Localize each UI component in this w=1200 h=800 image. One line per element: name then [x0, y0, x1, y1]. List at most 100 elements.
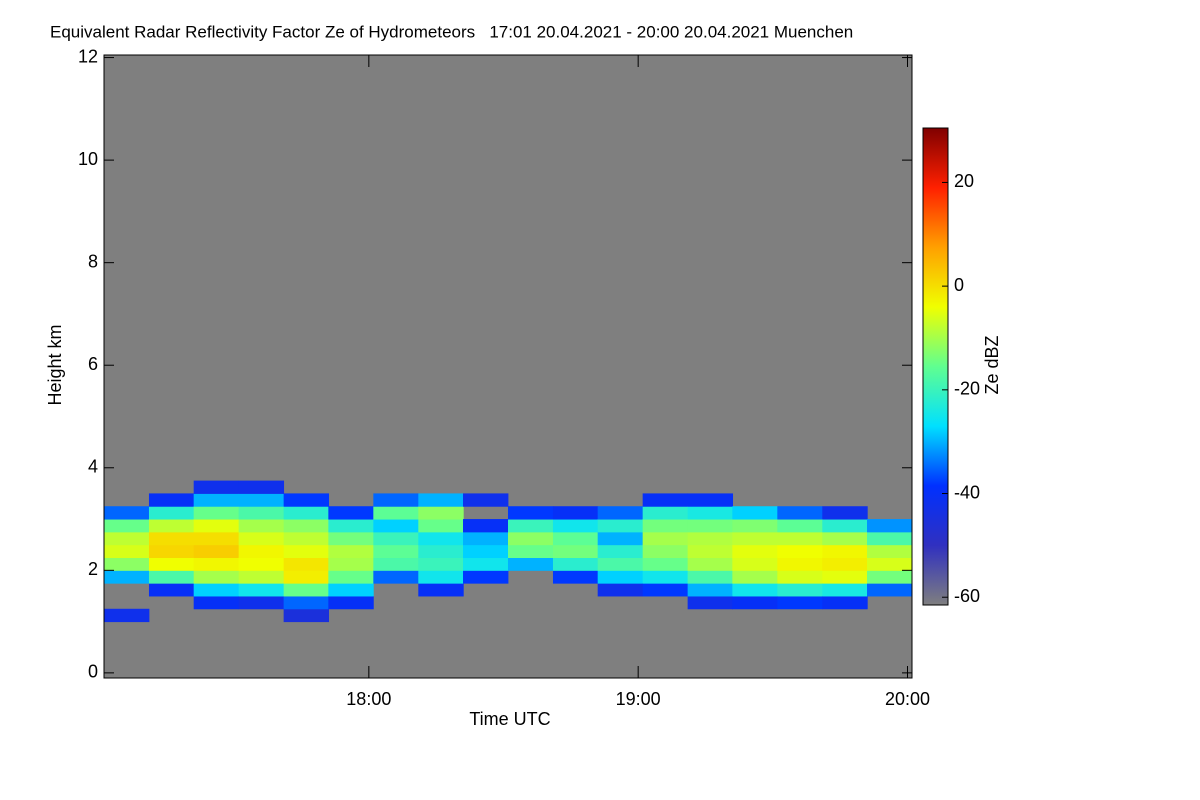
- colorbar-tick-label: 0: [954, 275, 964, 295]
- heatmap-cell: [463, 557, 509, 571]
- heatmap-cell: [193, 531, 240, 546]
- heatmap-cell: [283, 570, 330, 584]
- heatmap-cell: [283, 595, 330, 610]
- heatmap-cell: [328, 557, 374, 571]
- heatmap-cell: [777, 519, 823, 533]
- heatmap-cell: [507, 544, 554, 559]
- heatmap-cell: [328, 531, 374, 546]
- heatmap-cell: [687, 519, 734, 533]
- chart-title: Equivalent Radar Reflectivity Factor Ze …: [50, 22, 853, 41]
- y-tick-label: 6: [88, 354, 98, 374]
- heatmap-cell: [687, 493, 734, 507]
- heatmap-cell: [732, 544, 778, 559]
- heatmap-cell: [418, 531, 464, 546]
- heatmap-cell: [732, 583, 778, 597]
- colorbar-tick-label: -60: [954, 586, 980, 606]
- heatmap-cell: [867, 583, 913, 597]
- heatmap-cell: [373, 493, 419, 507]
- heatmap-cell: [328, 519, 374, 533]
- heatmap-cell: [822, 583, 868, 597]
- heatmap-cell: [867, 570, 913, 584]
- heatmap-cell: [777, 544, 823, 559]
- y-tick-label: 10: [78, 149, 98, 169]
- heatmap-cell: [732, 519, 778, 533]
- heatmap-cell: [777, 570, 823, 584]
- heatmap-cell: [822, 519, 868, 533]
- heatmap-cell: [238, 480, 285, 494]
- heatmap-cell: [687, 583, 734, 597]
- heatmap-cell: [642, 544, 689, 559]
- heatmap-cell: [642, 519, 689, 533]
- heatmap-cell: [193, 583, 240, 597]
- heatmap-cell: [822, 570, 868, 584]
- heatmap-cell: [103, 531, 150, 546]
- heatmap-cell: [193, 493, 240, 507]
- heatmap-cell: [103, 544, 150, 559]
- heatmap-cell: [867, 557, 913, 571]
- x-axis-label: Time UTC: [469, 709, 550, 729]
- heatmap-cell: [597, 519, 644, 533]
- heatmap-cell: [687, 544, 734, 559]
- heatmap-cell: [148, 557, 195, 571]
- heatmap-cell: [283, 583, 330, 597]
- plot-frame: [103, 54, 913, 679]
- colorbar-tick-label: -40: [954, 482, 980, 502]
- heatmap-cell: [328, 570, 374, 584]
- heatmap-cell: [418, 506, 464, 520]
- y-axis-label: Height km: [45, 324, 65, 405]
- heatmap-cell: [193, 480, 240, 494]
- heatmap-cell: [552, 506, 599, 520]
- heatmap-cell: [552, 557, 599, 571]
- heatmap-cell: [463, 570, 509, 584]
- heatmap-cell: [148, 544, 195, 559]
- heatmap-cell: [328, 595, 374, 610]
- heatmap-cell: [283, 531, 330, 546]
- heatmap-cell: [328, 583, 374, 597]
- heatmap-cell: [238, 531, 285, 546]
- heatmap-cell: [103, 557, 150, 571]
- heatmap-cell: [418, 493, 464, 507]
- heatmap-cell: [193, 557, 240, 571]
- heatmap-cell: [687, 557, 734, 571]
- heatmap-cell: [238, 506, 285, 520]
- heatmap-cell: [193, 519, 240, 533]
- colorbar-tick-label: 20: [954, 171, 974, 191]
- heatmap-cell: [418, 557, 464, 571]
- heatmap-cell: [238, 544, 285, 559]
- x-tick-label: 18:00: [346, 689, 391, 709]
- heatmap-cell: [148, 531, 195, 546]
- y-tick-label: 12: [78, 46, 98, 66]
- heatmap-cell: [732, 531, 778, 546]
- heatmap-cell: [687, 595, 734, 610]
- heatmap-cell: [238, 570, 285, 584]
- heatmap-cell: [463, 531, 509, 546]
- heatmap-cell: [507, 557, 554, 571]
- heatmap-cell: [373, 570, 419, 584]
- heatmap-cell: [463, 519, 509, 533]
- heatmap-cell: [822, 557, 868, 571]
- heatmap-cell: [642, 557, 689, 571]
- heatmap-cell: [418, 570, 464, 584]
- heatmap-cell: [642, 506, 689, 520]
- y-tick-label: 0: [88, 662, 98, 682]
- heatmap-cell: [732, 506, 778, 520]
- heatmap-cell: [238, 557, 285, 571]
- heatmap-cell: [373, 506, 419, 520]
- heatmap-cell: [103, 519, 150, 533]
- heatmap-cell: [867, 544, 913, 559]
- heatmap-cell: [867, 531, 913, 546]
- heatmap-cell: [373, 519, 419, 533]
- heatmap-cell: [193, 506, 240, 520]
- heatmap-cell: [238, 493, 285, 507]
- heatmap-cell: [103, 506, 150, 520]
- heatmap-cell: [777, 583, 823, 597]
- heatmap-cell: [507, 531, 554, 546]
- heatmap-cell: [552, 544, 599, 559]
- heatmap-cell: [777, 531, 823, 546]
- y-tick-label: 8: [88, 251, 98, 271]
- colorbar-label: Ze dBZ: [982, 335, 1002, 394]
- y-tick-label: 2: [88, 559, 98, 579]
- heatmap-cell: [148, 583, 195, 597]
- heatmap-cell: [148, 493, 195, 507]
